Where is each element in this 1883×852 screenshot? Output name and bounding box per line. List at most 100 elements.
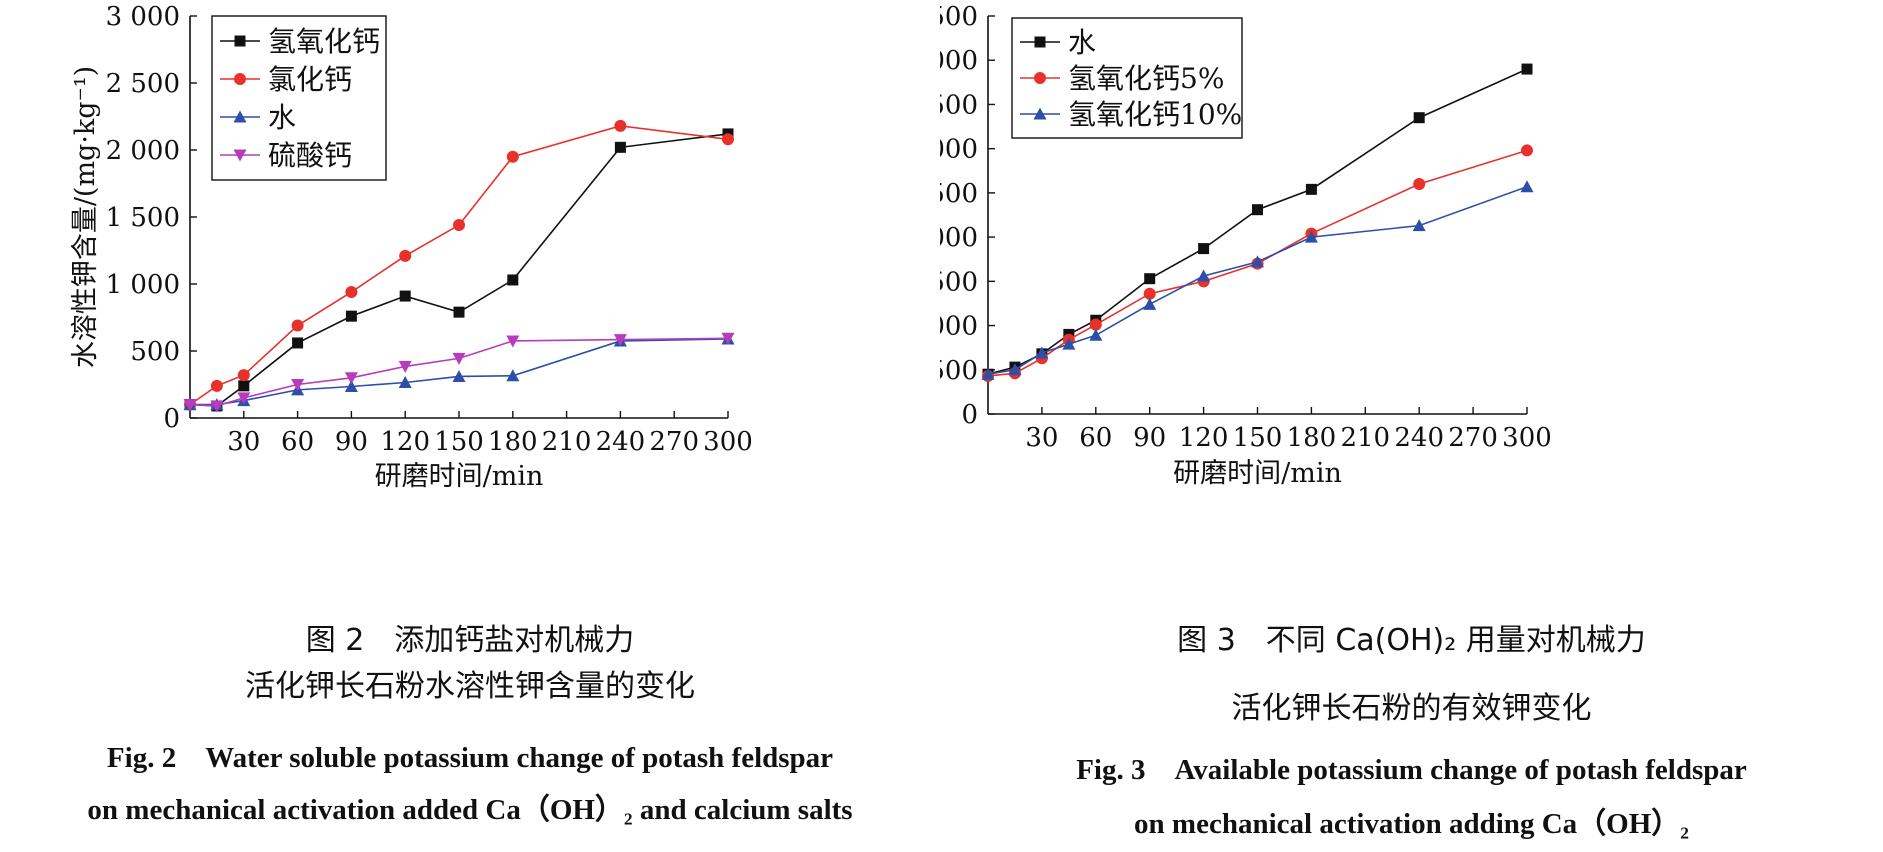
fig3-y-tick-label: 2 000 bbox=[940, 223, 978, 253]
fig2-x-tick-label: 270 bbox=[649, 427, 699, 457]
fig2-data-point bbox=[345, 286, 358, 299]
fig3-data-point bbox=[1035, 346, 1049, 359]
fig3-data-point bbox=[1143, 287, 1156, 300]
fig2-series-line bbox=[189, 133, 729, 407]
fig3-legend-label: 水 bbox=[1068, 26, 1096, 59]
fig2-data-point bbox=[721, 332, 735, 345]
fig3-x-tick-label: 300 bbox=[1502, 423, 1552, 453]
fig2-data-point bbox=[614, 141, 626, 153]
fig2-y-tick-label: 2 000 bbox=[106, 136, 180, 166]
fig2-y-tick-label: 2 500 bbox=[106, 69, 180, 99]
fig3-legend-label: 氢氧化钙5% bbox=[1068, 62, 1224, 95]
fig2-y-tick-label: 1 000 bbox=[106, 270, 180, 300]
fig2-data-point bbox=[722, 133, 734, 146]
figure-2-caption-cn-line1: 图 2 添加钙盐对机械力 bbox=[305, 623, 635, 658]
fig2-y-tick-label: 0 bbox=[163, 404, 180, 434]
fig3-x-tick-label: 90 bbox=[1133, 423, 1166, 453]
fig2-y-tick-label: 1 500 bbox=[106, 203, 180, 233]
fig3-data-point bbox=[981, 367, 995, 380]
fig3-x-tick-label: 30 bbox=[1025, 423, 1058, 453]
fig3-y-tick-label: 4 500 bbox=[940, 2, 978, 32]
fig2-data-point bbox=[210, 400, 224, 413]
fig2-legend-marker bbox=[233, 149, 247, 162]
fig2-data-point bbox=[344, 380, 358, 393]
fig2-series-3 bbox=[183, 332, 735, 411]
fig2-y-tick-label: 500 bbox=[130, 337, 180, 367]
fig3-data-point bbox=[1521, 63, 1533, 75]
fig2-x-tick-label: 180 bbox=[488, 427, 538, 457]
fig2-axes: 0 500 1 000 1 500 2 000 2 500 3 000 30 60 90 120 15… bbox=[70, 2, 753, 492]
fig2-x-tick-label: 240 bbox=[596, 427, 646, 457]
fig3-legend-marker bbox=[1034, 36, 1046, 48]
figure-3-caption-cn-line1: 图 3 不同 Ca(OH)₂ 用量对机械力 bbox=[1177, 623, 1646, 658]
fig3-data-point bbox=[1144, 273, 1156, 285]
fig3-x-tick-label: 180 bbox=[1287, 423, 1337, 453]
fig2-x-tick-label: 210 bbox=[542, 427, 592, 457]
fig3-legend-label: 氢氧化钙10% bbox=[1068, 98, 1242, 131]
fig3-data-point bbox=[1252, 204, 1263, 216]
figure-3-caption-en-line1: Fig. 3 Available potassium change of pot… bbox=[1076, 754, 1747, 786]
fig2-x-tick-label: 120 bbox=[380, 427, 430, 457]
fig3-y-tick-label: 3 500 bbox=[940, 90, 978, 120]
fig3-legend-marker bbox=[1033, 107, 1047, 120]
fig2-data-point bbox=[344, 372, 358, 385]
figure-2-panel: 0 500 1 000 1 500 2 000 2 500 3 000 30 60 90 120 15… bbox=[0, 0, 940, 852]
figure-2-caption-en-line1: Fig. 2 Water soluble potassium change of… bbox=[106, 742, 834, 774]
fig2-data-point bbox=[345, 310, 357, 322]
fig3-y-tick-label: 4 000 bbox=[940, 46, 978, 76]
fig2-legend-label: 氯化钙 bbox=[268, 63, 352, 96]
fig2-data-point bbox=[453, 306, 465, 318]
fig2-x-tick-label: 150 bbox=[434, 427, 484, 457]
fig3-x-tick-label: 150 bbox=[1233, 423, 1283, 453]
fig2-data-point bbox=[398, 360, 412, 373]
figure-3-chart: 0 500 1 000 1 500 2 000 2 500 3 000 3 500 4 000 4… bbox=[865, 2, 1552, 489]
fig3-legend-marker bbox=[1034, 72, 1046, 84]
fig2-x-tick-label: 90 bbox=[335, 427, 368, 457]
fig3-data-point bbox=[1251, 255, 1264, 268]
fig2-data-point bbox=[506, 335, 520, 348]
fig2-data-point bbox=[237, 392, 251, 405]
fig3-data-point bbox=[1143, 297, 1157, 310]
fig3-data-point bbox=[1008, 363, 1022, 376]
fig3-x-tick-label: 240 bbox=[1394, 423, 1444, 453]
fig2-data-point bbox=[507, 274, 519, 286]
fig2-legend-label: 氢氧化钙 bbox=[268, 25, 380, 58]
fig3-y-tick-label: 1 500 bbox=[940, 267, 978, 297]
fig2-data-point bbox=[614, 119, 627, 132]
fig2-data-point bbox=[452, 352, 466, 365]
fig2-x-tick-label: 30 bbox=[227, 427, 260, 457]
fig3-data-point bbox=[1413, 178, 1426, 191]
fig3-data-point bbox=[1089, 328, 1103, 341]
figure-3-caption-cn-line2: 活化钾长石粉的有效钾变化 bbox=[1231, 691, 1592, 726]
fig3-data-point bbox=[1304, 230, 1318, 243]
fig2-y-axis-label: 水溶性钾含量/(mg·kg⁻¹) bbox=[70, 66, 101, 368]
fig2-data-point bbox=[292, 337, 304, 349]
fig2-data-point bbox=[291, 379, 305, 391]
fig2-data-point bbox=[506, 150, 519, 163]
fig2-data-point bbox=[237, 369, 250, 382]
fig3-x-tick-label: 210 bbox=[1340, 423, 1390, 453]
fig3-y-tick-label: 2 500 bbox=[940, 179, 978, 209]
fig3-data-point bbox=[1520, 180, 1534, 193]
fig2-legend-marker bbox=[234, 35, 246, 47]
fig3-x-axis-label: 研磨时间/min bbox=[1173, 458, 1342, 489]
figure-3-caption-en-line2: on mechanical activation adding Ca（OH）₂ bbox=[1134, 808, 1689, 840]
fig3-y-tick-label: 3 000 bbox=[940, 135, 978, 165]
fig3-x-tick-label: 270 bbox=[1448, 423, 1498, 453]
fig2-y-tick-label: 3 000 bbox=[106, 2, 180, 32]
fig2-x-axis-label: 研磨时间/min bbox=[375, 461, 544, 492]
fig3-x-tick-label: 60 bbox=[1079, 423, 1112, 453]
fig2-legend-label: 硫酸钙 bbox=[268, 139, 352, 172]
fig3-data-point bbox=[1413, 112, 1425, 124]
fig3-x-tick-label: 120 bbox=[1179, 423, 1229, 453]
figure-2-caption-en-line2: on mechanical activation added Ca（OH）₂ a… bbox=[87, 794, 853, 826]
fig3-y-tick-label: 1 000 bbox=[940, 312, 978, 342]
fig3-y-tick-label: 0 bbox=[961, 400, 978, 430]
fig3-data-point bbox=[1089, 318, 1102, 331]
fig2-x-tick-label: 300 bbox=[703, 427, 753, 457]
fig2-data-point bbox=[238, 380, 250, 392]
fig3-data-point bbox=[1521, 144, 1533, 157]
fig2-data-point bbox=[399, 290, 411, 302]
